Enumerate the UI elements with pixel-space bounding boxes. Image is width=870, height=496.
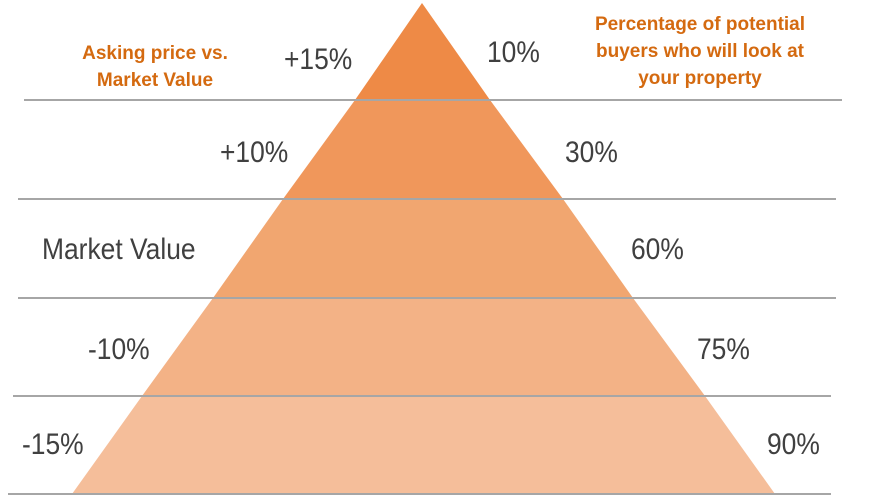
buyers-label-tier-2: 30% (565, 136, 618, 169)
buyers-label-tier-5: 90% (767, 428, 820, 461)
price-label-tier-4: -10% (88, 333, 150, 366)
right-header-line-2: buyers who will look at (596, 41, 804, 62)
left-header-line-1: Asking price vs. (82, 43, 228, 64)
price-label-tier-2: +10% (220, 136, 289, 169)
pyramid-tier-3 (213, 199, 633, 298)
pyramid-tier-5 (72, 396, 775, 494)
right-header-line-3: your property (638, 68, 762, 89)
left-header: Asking price vs. Market Value (55, 40, 255, 94)
left-header-line-2: Market Value (96, 70, 214, 91)
right-header: Percentage of potential buyers who will … (570, 11, 830, 92)
pyramid-tier-4 (142, 298, 705, 396)
pyramid-tier-1 (355, 3, 490, 100)
right-header-line-1: Percentage of potential (594, 14, 806, 35)
price-label-tier-5: -15% (22, 428, 84, 461)
price-label-tier-3: Market Value (42, 233, 196, 266)
pyramid-tier-2 (283, 100, 563, 199)
buyers-label-tier-1: 10% (487, 36, 540, 69)
price-label-tier-1: +15% (284, 43, 353, 76)
buyers-label-tier-3: 60% (631, 233, 684, 266)
buyers-label-tier-4: 75% (697, 333, 750, 366)
